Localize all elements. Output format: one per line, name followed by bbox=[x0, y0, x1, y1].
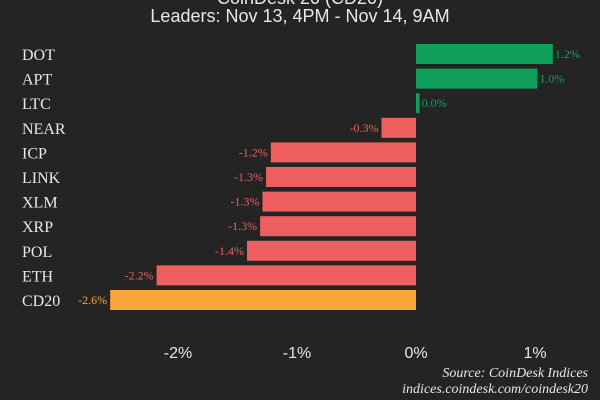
bar-near bbox=[381, 117, 416, 138]
chart-subtitle: Leaders: Nov 13, 4PM - Nov 14, 9AM bbox=[150, 6, 450, 26]
x-tick-label: -2% bbox=[164, 345, 192, 362]
bar-ltc bbox=[416, 93, 420, 114]
value-label: -1.3% bbox=[234, 170, 263, 184]
value-label: -1.3% bbox=[230, 195, 259, 209]
value-label: -1.4% bbox=[215, 244, 244, 258]
category-label: DOT bbox=[22, 47, 55, 64]
source-label: Source: CoinDesk Indices bbox=[442, 366, 588, 381]
bar-eth bbox=[156, 265, 416, 286]
category-label: CD20 bbox=[22, 293, 60, 310]
category-label: XRP bbox=[22, 219, 53, 236]
bar-cd20 bbox=[110, 290, 417, 310]
chart-title: CoinDesk 20 (CD20) bbox=[0, 0, 600, 9]
category-label: LINK bbox=[22, 170, 61, 187]
bar-dot bbox=[416, 44, 553, 64]
bar-link bbox=[266, 167, 416, 187]
category-label: ICP bbox=[22, 145, 47, 162]
x-tick-label: -1% bbox=[283, 345, 311, 362]
bar-xrp bbox=[260, 216, 416, 237]
value-label: 1.0% bbox=[539, 72, 564, 86]
value-label: -0.3% bbox=[349, 121, 378, 135]
value-label: 1.2% bbox=[555, 47, 580, 61]
category-label: LTC bbox=[22, 96, 51, 113]
bar-apt bbox=[416, 68, 538, 89]
x-tick-label: 0% bbox=[404, 345, 427, 362]
bar-pol bbox=[247, 240, 416, 261]
category-label: POL bbox=[22, 244, 52, 261]
value-label: -1.3% bbox=[228, 219, 257, 233]
value-label: -2.2% bbox=[125, 268, 154, 282]
bar-icp bbox=[270, 142, 416, 163]
category-label: NEAR bbox=[22, 121, 66, 138]
x-tick-label: 1% bbox=[523, 345, 546, 362]
value-label: -2.6% bbox=[78, 293, 107, 307]
category-label: APT bbox=[22, 72, 52, 89]
bar-xlm bbox=[262, 191, 416, 212]
source-url: indices.coindesk.com/coindesk20 bbox=[402, 382, 588, 397]
category-label: ETH bbox=[22, 268, 54, 285]
category-label: XLM bbox=[22, 195, 58, 212]
value-label: 0.0% bbox=[422, 96, 447, 110]
value-label: -1.2% bbox=[239, 145, 268, 159]
